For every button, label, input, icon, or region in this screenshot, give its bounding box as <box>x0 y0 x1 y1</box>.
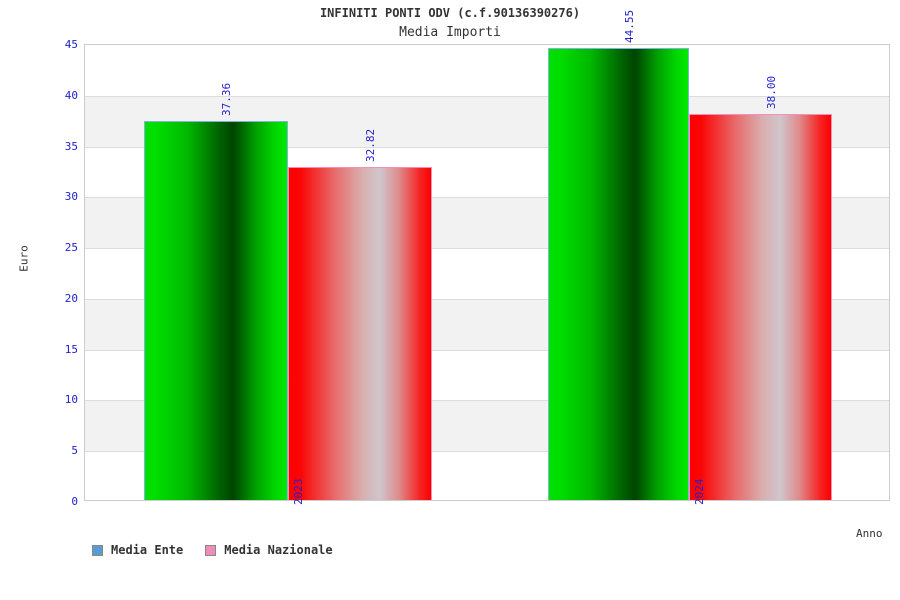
plot-area <box>84 44 890 501</box>
value-label: 44.55 <box>622 9 636 43</box>
gridline <box>85 299 889 300</box>
bar-2024-media-ente <box>548 47 689 500</box>
bar-2023-media-ente <box>144 120 288 500</box>
gridline <box>85 400 889 401</box>
gridline <box>85 96 889 97</box>
y-tick-label: 30 <box>64 190 78 204</box>
legend-item-media-ente[interactable]: Media Ente <box>92 543 183 557</box>
x-axis-title: Anno <box>856 527 883 540</box>
y-tick-label: 10 <box>64 393 78 407</box>
chart-subtitle: Media Importi <box>399 25 501 40</box>
bar-2024-media-nazionale <box>689 114 832 500</box>
chart-legend: Media Ente Media Nazionale <box>92 541 333 559</box>
chart-title: INFINITI PONTI ODV (c.f.90136390276) <box>319 6 581 20</box>
gridline <box>85 451 889 452</box>
legend-label: Media Nazionale <box>224 543 333 557</box>
gridline <box>85 147 889 148</box>
y-tick-label: 25 <box>64 241 78 255</box>
bar-2023-media-nazionale <box>288 166 432 500</box>
y-tick-label: 15 <box>64 342 78 356</box>
legend-swatch-icon <box>92 544 103 556</box>
x-tick-label-2024: 2024 <box>693 478 706 506</box>
y-tick-label: 0 <box>71 495 78 508</box>
y-tick-label: 40 <box>64 88 78 102</box>
legend-label: Media Ente <box>111 543 184 557</box>
y-axis-ticks: 0 5 10 15 20 25 30 35 40 45 <box>0 0 78 600</box>
gridline <box>85 350 889 351</box>
value-label: 38.00 <box>764 75 778 110</box>
value-label: 37.36 <box>220 82 233 116</box>
y-tick-label: 5 <box>71 444 78 458</box>
legend-item-media-nazionale[interactable]: Media Nazionale <box>205 543 333 557</box>
gridline <box>85 197 889 198</box>
x-tick-label-2023: 2023 <box>292 478 305 506</box>
y-axis-title: Euro <box>17 245 31 272</box>
y-tick-label: 20 <box>64 291 78 305</box>
y-tick-label: 35 <box>64 139 78 153</box>
y-tick-label: 45 <box>64 38 78 51</box>
gridline <box>85 248 889 249</box>
value-label: 32.82 <box>364 128 377 162</box>
legend-swatch-icon <box>205 544 217 556</box>
